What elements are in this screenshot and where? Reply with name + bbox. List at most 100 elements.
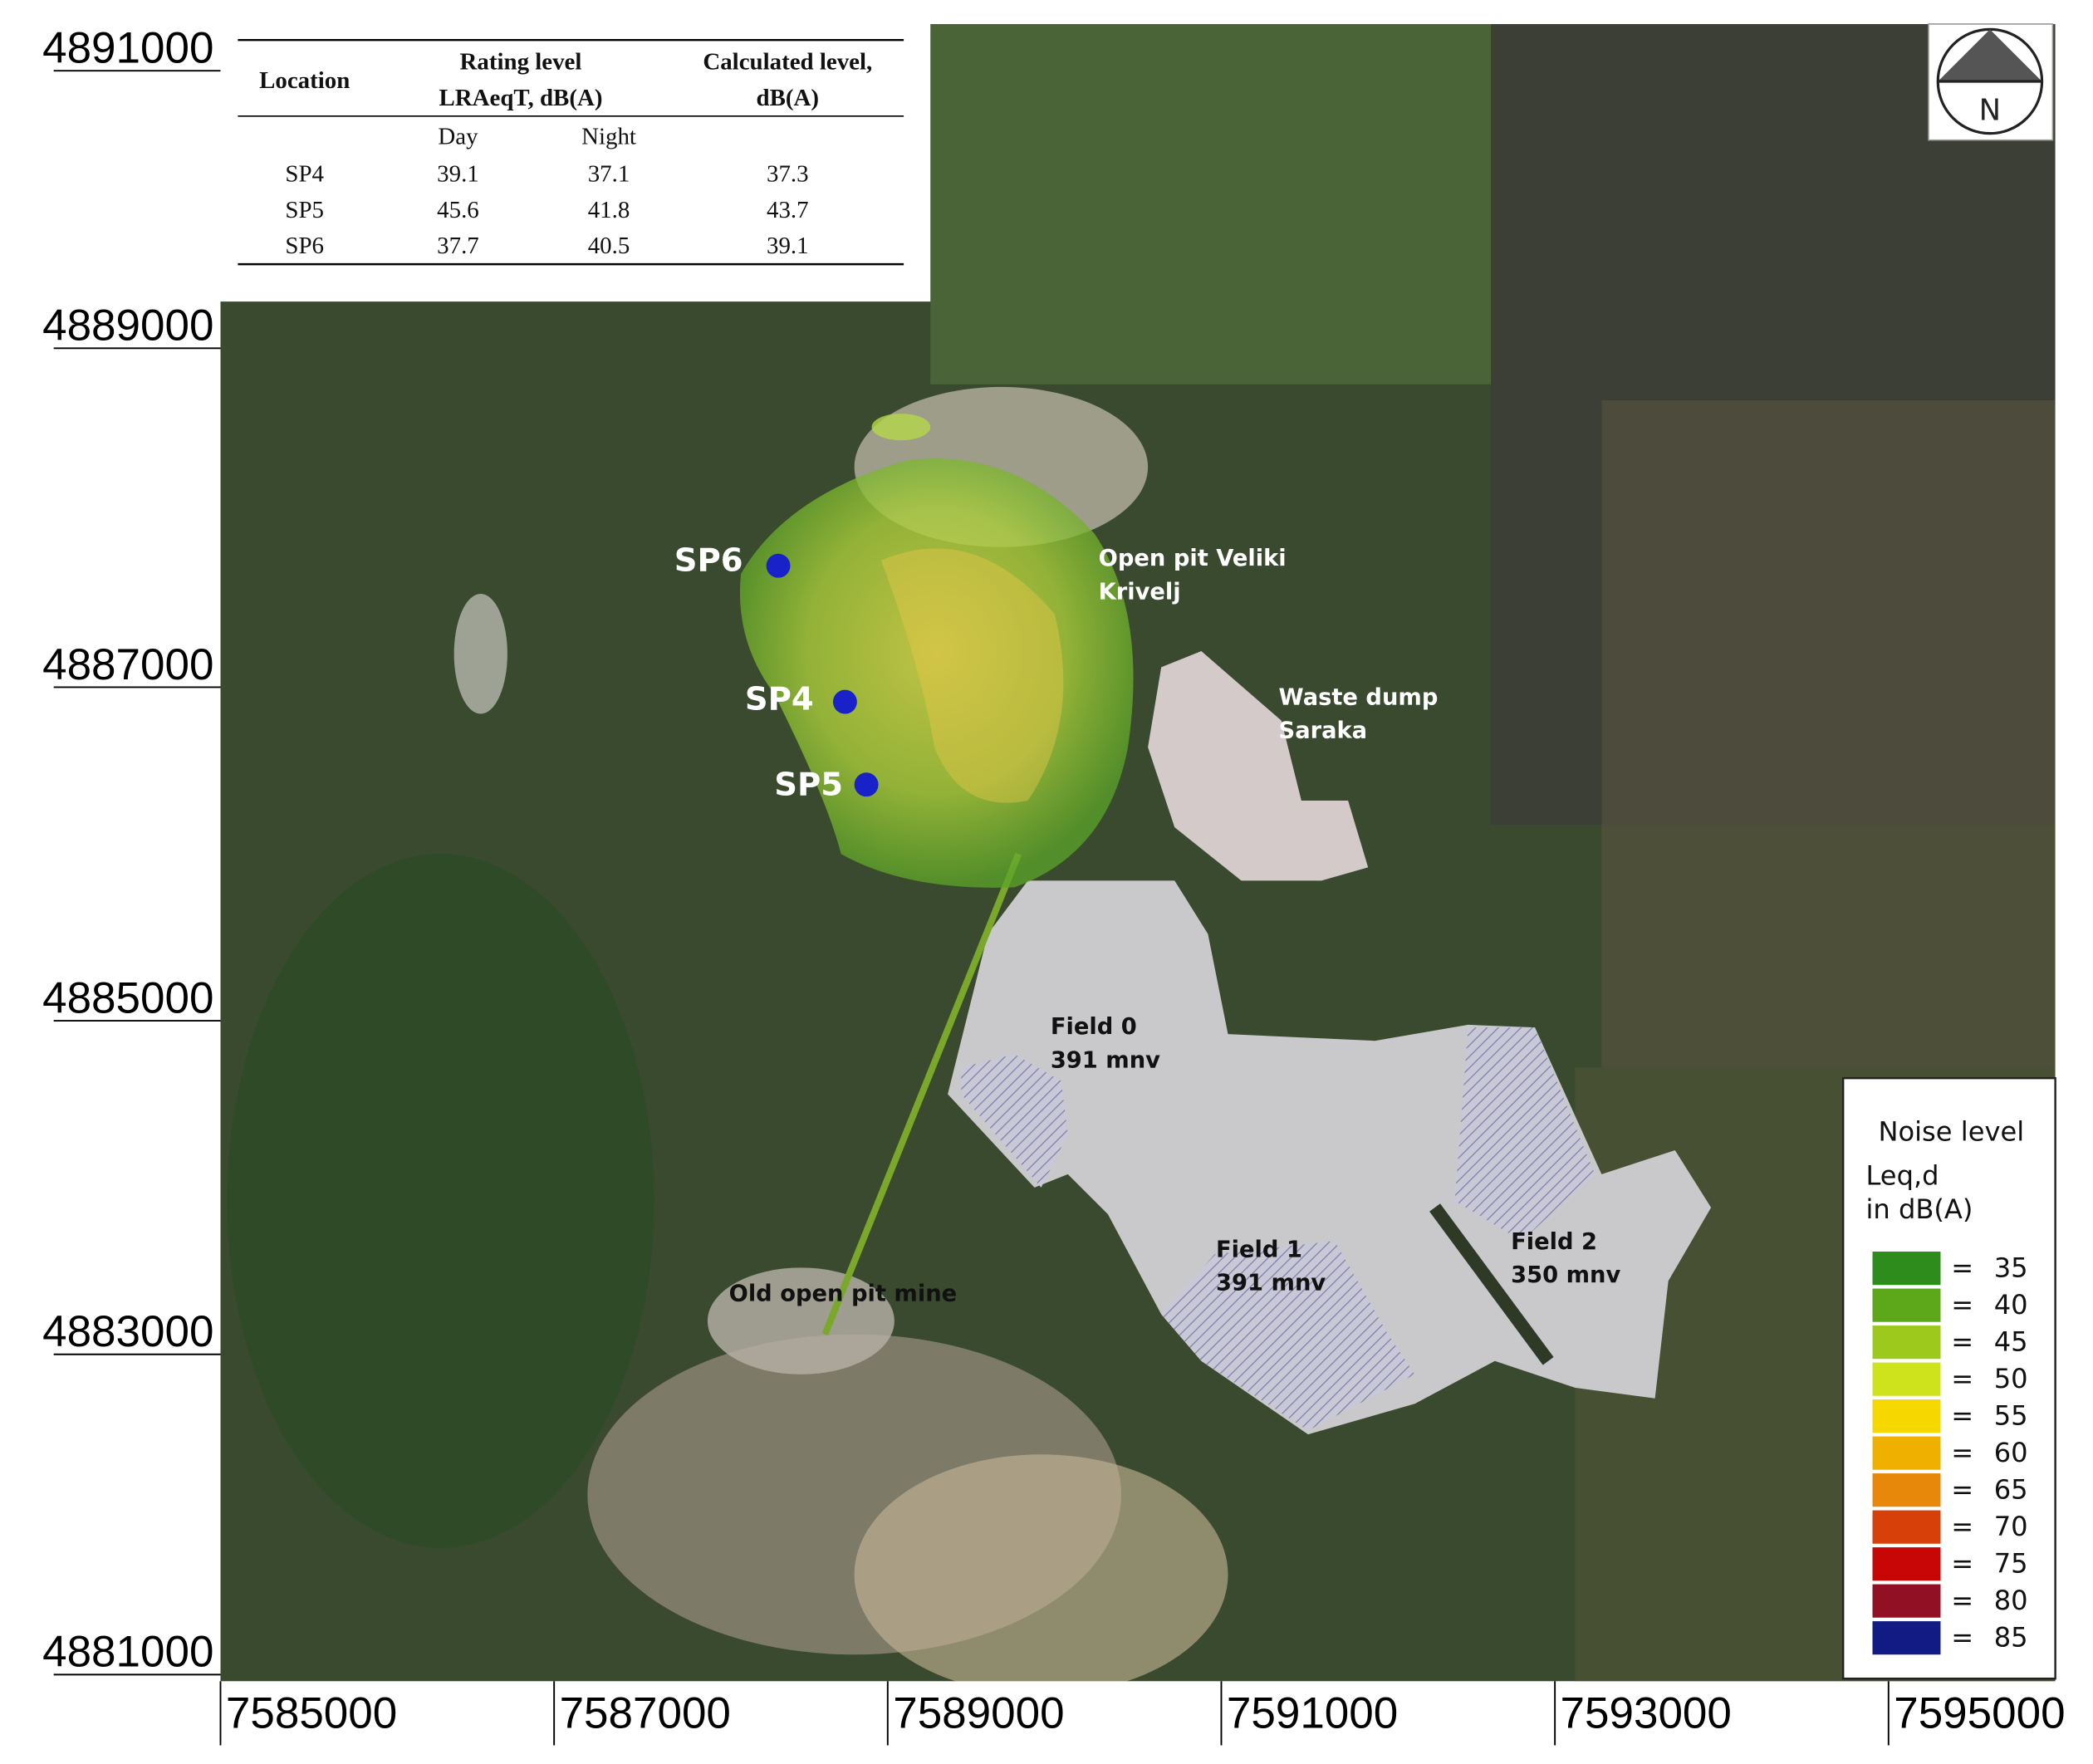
- point-label: SP4: [745, 681, 814, 718]
- legend-swatch: [1872, 1252, 1941, 1286]
- axis-margin: [0, 0, 221, 1764]
- table-header: Rating level: [460, 49, 582, 76]
- map-label: 350 mnv: [1511, 1262, 1620, 1288]
- y-coordinate-label: 4891000: [42, 24, 213, 73]
- legend-swatch: [1872, 1288, 1941, 1322]
- map-label: Field 2: [1511, 1229, 1597, 1255]
- axis-margin: [2055, 0, 2093, 1764]
- table-header: LRAeqT, dB(A): [439, 85, 602, 111]
- legend-unit: in dB(A): [1865, 1193, 1973, 1225]
- legend-level: 85: [1994, 1622, 2028, 1654]
- y-coordinate-label: 4889000: [42, 301, 213, 350]
- table-cell: 45.6: [437, 197, 479, 223]
- waste-dump: [1148, 651, 1369, 881]
- quarry: [453, 593, 507, 714]
- x-coordinate-label: 7587000: [560, 1689, 731, 1738]
- legend-swatch: [1872, 1436, 1941, 1470]
- noise-contour: [739, 458, 1134, 888]
- map-label: Field 0: [1051, 1014, 1137, 1040]
- measurement-point: [832, 689, 857, 714]
- table-subheader: Night: [581, 124, 636, 150]
- table-cell: SP5: [285, 197, 324, 223]
- legend-separator: =: [1951, 1622, 1973, 1654]
- legend-separator: =: [1951, 1400, 1973, 1432]
- map-label: Open pit Veliki: [1099, 546, 1287, 571]
- legend-separator: =: [1951, 1511, 1973, 1542]
- legend-level: 60: [1994, 1437, 2028, 1468]
- legend-swatch: [1872, 1621, 1941, 1655]
- legend-level: 40: [1994, 1289, 2028, 1321]
- ridge: [1429, 1203, 1554, 1365]
- map-label: Krivelj: [1099, 579, 1181, 605]
- measurement-point: [854, 772, 879, 797]
- table-header: dB(A): [757, 85, 819, 111]
- legend-swatch: [1872, 1547, 1941, 1581]
- noise-contour-inner: [880, 548, 1064, 803]
- table-cell: SP6: [285, 233, 324, 259]
- legend-separator: =: [1951, 1363, 1973, 1394]
- table-subheader: Day: [438, 124, 478, 150]
- x-coordinate-label: 7585000: [226, 1689, 397, 1738]
- table-cell: 37.3: [767, 161, 809, 188]
- x-coordinate-label: 7589000: [893, 1689, 1064, 1738]
- terrain: [227, 854, 654, 1548]
- legend-separator: =: [1951, 1437, 1973, 1468]
- table-cell: 39.1: [437, 161, 479, 188]
- legend-level: 75: [1994, 1548, 2028, 1580]
- legend-swatch: [1872, 1584, 1941, 1618]
- x-coordinate-label: 7591000: [1227, 1689, 1398, 1738]
- table-cell: 39.1: [767, 233, 809, 259]
- table-header: Location: [259, 67, 350, 94]
- town-area: [854, 1454, 1228, 1695]
- legend-separator: =: [1951, 1474, 1973, 1506]
- legend-level: 55: [1994, 1400, 2028, 1432]
- legend-subtitle: Leq,d: [1865, 1160, 1939, 1192]
- legend-swatch: [1872, 1510, 1941, 1544]
- point-label: SP6: [674, 542, 743, 580]
- hatched-area: [1454, 1027, 1595, 1242]
- old-pit: [707, 1267, 895, 1374]
- hatched-area: [1161, 1241, 1415, 1431]
- table-cell: 37.7: [437, 233, 479, 259]
- north-label: N: [1979, 94, 2001, 128]
- noise-contour-small: [871, 414, 931, 441]
- y-coordinate-label: 4885000: [42, 973, 213, 1022]
- map-label: 391 mnv: [1051, 1047, 1160, 1073]
- map-label: Waste dump: [1279, 684, 1439, 710]
- table-cell: SP4: [285, 161, 324, 188]
- legend-separator: =: [1951, 1326, 1973, 1358]
- legend-level: 35: [1994, 1252, 2028, 1284]
- north-arrow: [1938, 29, 2042, 82]
- y-coordinate-label: 4881000: [42, 1628, 213, 1677]
- map-label: Saraka: [1279, 718, 1368, 743]
- conveyor-noise: [821, 852, 1022, 1336]
- measurement-point: [766, 553, 791, 578]
- legend-level: 70: [1994, 1511, 2028, 1542]
- legend-level: 65: [1994, 1474, 2028, 1506]
- legend-separator: =: [1951, 1289, 1973, 1321]
- axis-margin: [930, 0, 2093, 24]
- table-cell: 43.7: [767, 197, 809, 223]
- legend-swatch: [1872, 1473, 1941, 1507]
- legend-level: 50: [1994, 1363, 2028, 1394]
- legend-level: 80: [1994, 1585, 2028, 1616]
- legend-swatch: [1872, 1325, 1941, 1360]
- map-label: Field 1: [1216, 1237, 1302, 1262]
- terrain: [1601, 399, 2056, 1068]
- table-cell: 37.1: [588, 161, 630, 188]
- y-coordinate-label: 4887000: [42, 640, 213, 689]
- x-coordinate-label: 7593000: [1561, 1689, 1732, 1738]
- x-coordinate-label: 7595000: [1894, 1689, 2065, 1738]
- hatched-area: [961, 1054, 1068, 1188]
- legend-separator: =: [1951, 1548, 1973, 1580]
- legend-swatch: [1872, 1362, 1941, 1396]
- map-label: 391 mnv: [1216, 1271, 1326, 1296]
- table-cell: 40.5: [588, 233, 630, 259]
- legend-separator: =: [1951, 1252, 1973, 1284]
- y-coordinate-label: 4883000: [42, 1307, 213, 1356]
- table-cell: 41.8: [588, 197, 630, 223]
- terrain: [930, 23, 1492, 385]
- point-label: SP5: [774, 767, 843, 804]
